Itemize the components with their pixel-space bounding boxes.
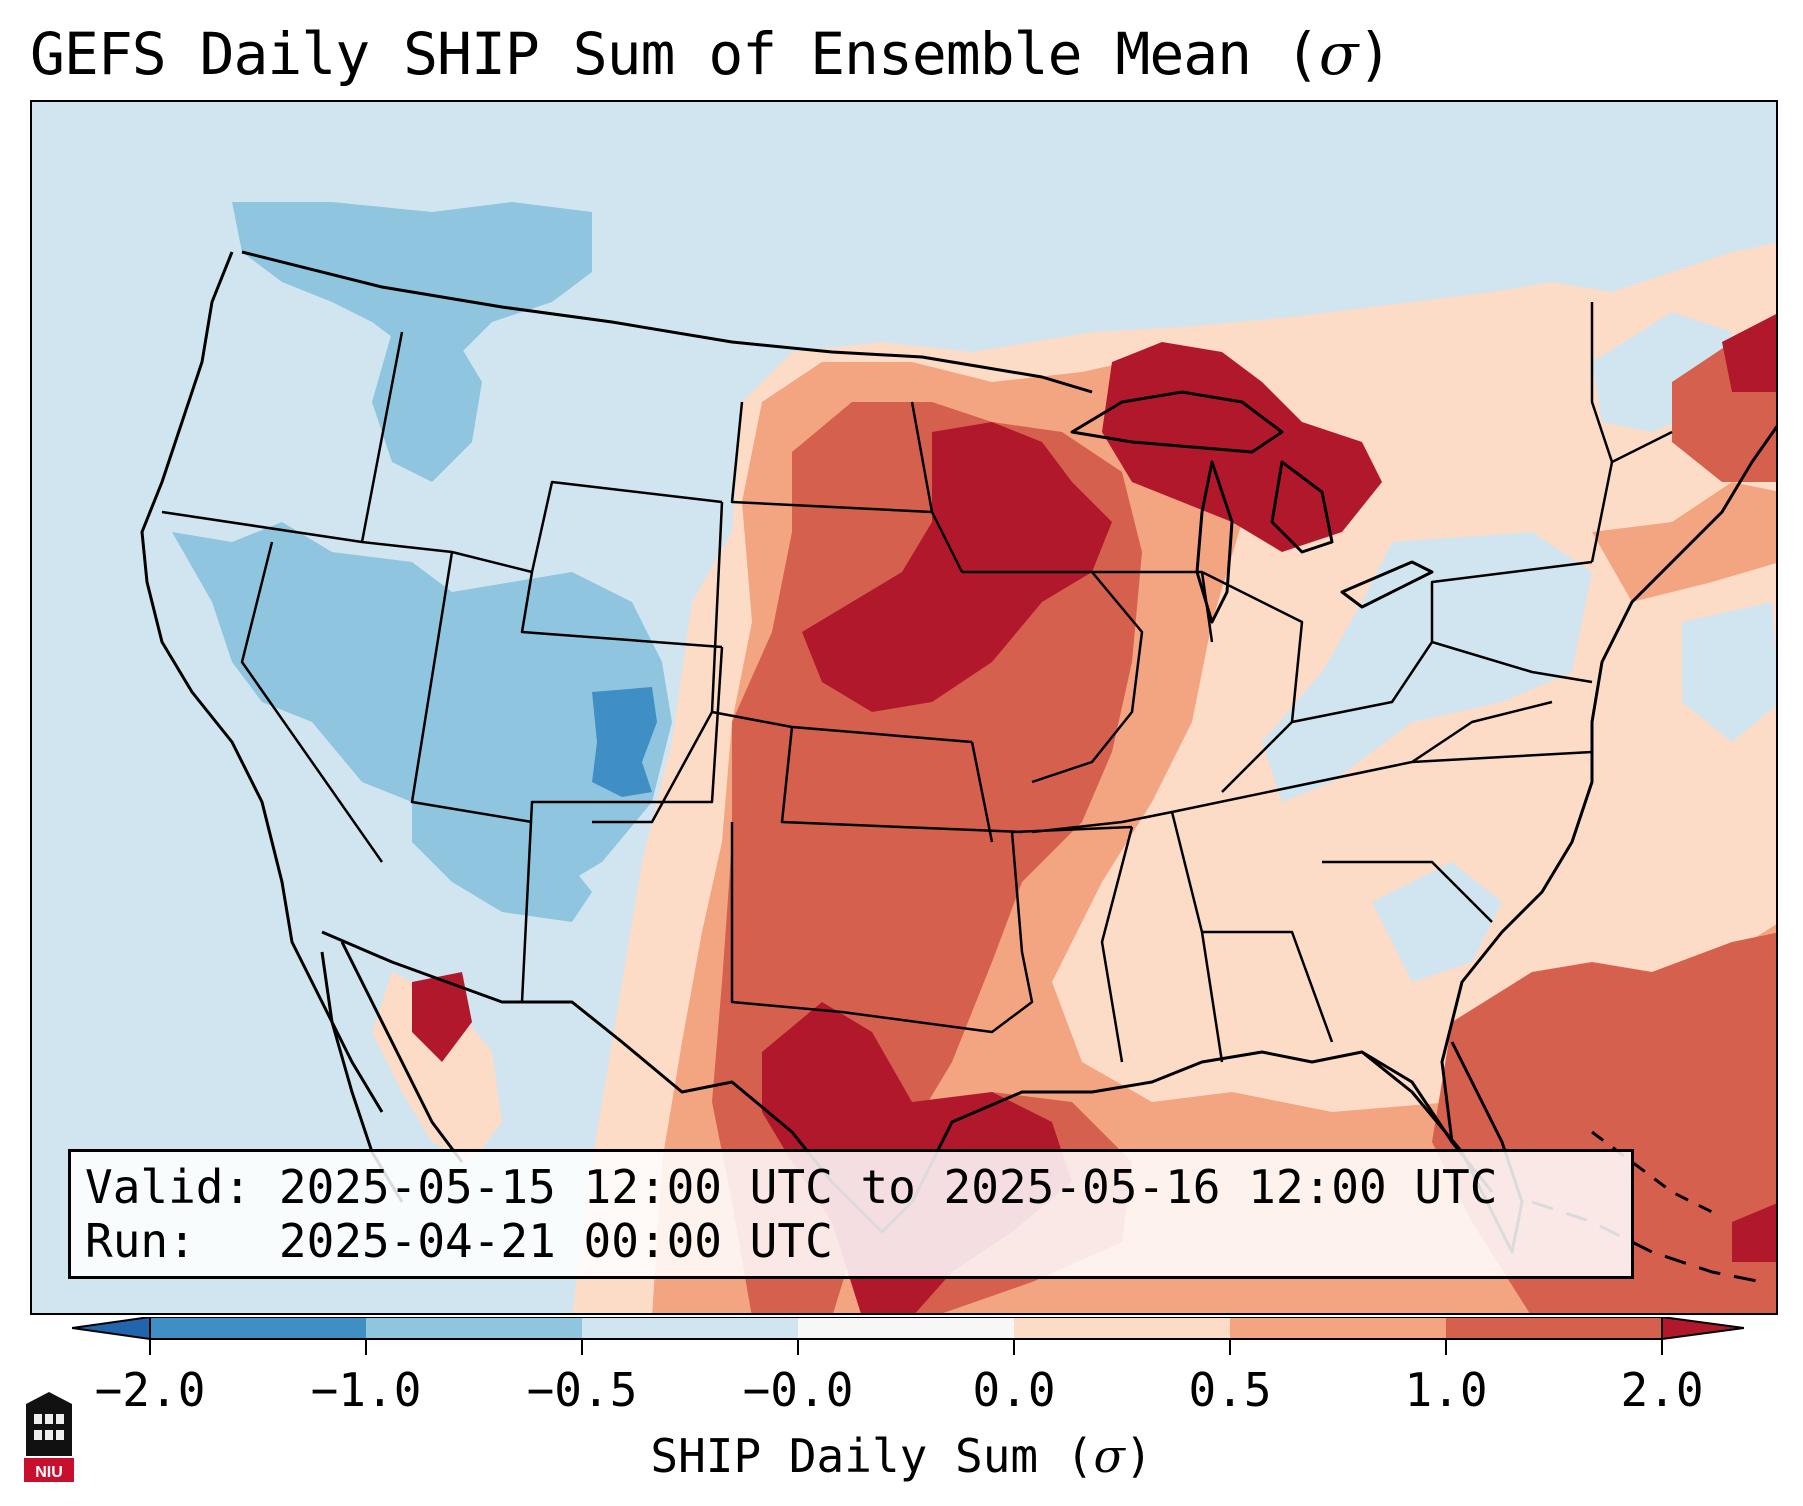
colorbar-segment	[582, 1317, 798, 1339]
border-us-canada	[241, 250, 1093, 394]
run-line: Run: 2025-04-21 00:00 UTC	[85, 1214, 833, 1268]
valid-run-info-box: Valid: 2025-05-15 12:00 UTC to 2025-05-1…	[68, 1149, 1634, 1279]
extreme-positive-region-ne	[1722, 314, 1776, 392]
colorbar-segment	[150, 1317, 366, 1339]
colorbar-tick-label: −1.0	[310, 1363, 422, 1417]
negative-anomaly-region	[172, 522, 672, 892]
positive-anomaly-region-west	[372, 972, 502, 1162]
colorbar-segment	[1230, 1317, 1446, 1339]
colorbar-title: SHIP Daily Sum (σ)	[650, 1429, 1153, 1483]
state-lines	[161, 302, 1673, 1063]
lake-superior	[1070, 390, 1284, 454]
colorbar-tick-label: 2.0	[1620, 1363, 1704, 1417]
colorbar-tick-label: 0.0	[972, 1363, 1056, 1417]
negative-anomaly-region-sw	[412, 782, 592, 922]
valid-line: Valid: 2025-05-15 12:00 UTC to 2025-05-1…	[85, 1160, 1498, 1214]
extreme-positive-region	[802, 422, 1112, 712]
niu-logo-text: NIU	[35, 1464, 63, 1481]
lake-michigan	[1195, 460, 1234, 624]
colorbar-tick-label: −0.5	[526, 1363, 638, 1417]
neutral-island	[1682, 602, 1776, 742]
colorbar-extend-low	[72, 1317, 151, 1341]
colorbar-tick-label: 0.5	[1188, 1363, 1272, 1417]
neutral-island	[1372, 862, 1502, 982]
colorbar-tick-label: −2.0	[94, 1363, 206, 1417]
colorbar-segment	[366, 1317, 582, 1339]
colorbar-tick-label: 1.0	[1404, 1363, 1488, 1417]
negative-anomaly-region-north	[232, 202, 592, 362]
coast-gulf-of-california	[340, 941, 464, 1163]
extreme-positive-region-baja	[412, 972, 472, 1062]
colorbar-segment	[1446, 1317, 1662, 1339]
colorbar-outline	[149, 1317, 1663, 1340]
lake-huron	[1270, 460, 1334, 554]
negative-anomaly-region-idaho	[372, 332, 482, 482]
niu-logo: NIU	[24, 1392, 74, 1482]
colorbar-segment	[1014, 1317, 1230, 1339]
extreme-positive-region-ocean	[1732, 1203, 1776, 1262]
colorbar-extend-high	[1661, 1317, 1744, 1341]
coast-gulf	[910, 1050, 1494, 1203]
colorbar	[72, 1317, 1744, 1355]
neutral-island	[1262, 532, 1592, 802]
anomaly-map: Valid: 2025-05-15 12:00 UTC to 2025-05-1…	[30, 100, 1778, 1315]
moderate-positive-region-east	[1592, 482, 1776, 602]
chart-title: GEFS Daily SHIP Sum of Ensemble Mean (σ)	[30, 20, 1392, 88]
lake-erie	[1340, 560, 1434, 609]
strong-negative-region	[592, 687, 657, 797]
coast-pacific	[140, 251, 384, 1113]
colorbar-tick-label: −0.0	[742, 1363, 854, 1417]
colorbar-segment	[798, 1317, 1014, 1339]
map-canvas	[32, 102, 1776, 1313]
